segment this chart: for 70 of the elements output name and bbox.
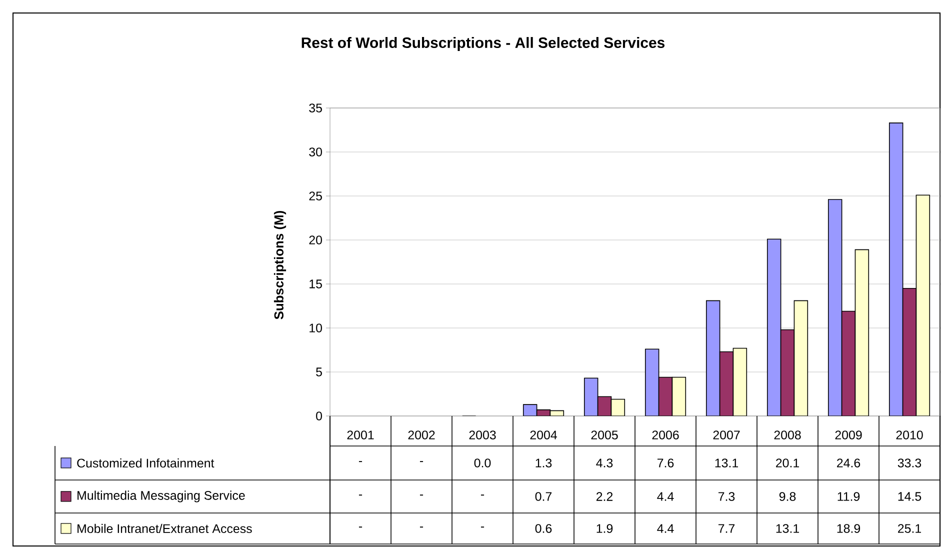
data-label: 4.4 — [657, 492, 674, 501]
legend-label: Mobile Intranet/Extranet Access — [78, 524, 252, 534]
bar — [794, 300, 808, 416]
bar — [888, 122, 904, 416]
data-label: 0.0 — [474, 458, 491, 468]
legend-label: Multimedia Messaging Service — [78, 490, 245, 502]
x-tick-label: 2008 — [774, 430, 801, 440]
y-tick-label: 30 — [309, 148, 322, 156]
bar — [644, 348, 660, 416]
data-label: 1.9 — [596, 524, 613, 533]
bar — [672, 376, 686, 416]
data-label: 2.2 — [596, 492, 613, 501]
text: - — [420, 494, 424, 496]
x-tick-label: 2010 — [896, 430, 923, 440]
y-tick-label: 25 — [309, 192, 322, 200]
y-tick-label: 20 — [309, 236, 322, 244]
bar — [658, 376, 673, 416]
text: - — [480, 494, 484, 496]
data-label: 4.3 — [596, 458, 613, 468]
x-tick-label: 2001 — [347, 430, 374, 440]
x-tick-label: 2003 — [469, 430, 496, 440]
text: - — [480, 526, 484, 528]
y-tick-label: 35 — [309, 104, 322, 112]
legend-label: Customized Infotainment — [77, 458, 214, 468]
data-label: 4.4 — [657, 524, 674, 533]
bar — [854, 249, 870, 416]
chart-title: Rest of World Subscriptions - All Selected Services — [302, 37, 665, 51]
bar — [719, 351, 734, 416]
y-tick-label: 0 — [316, 412, 322, 420]
bar — [584, 378, 598, 416]
y-tick-label: 10 — [310, 324, 322, 332]
bar — [828, 199, 842, 416]
data-label: 18.9 — [837, 524, 860, 533]
y-tick-label: 5 — [316, 368, 322, 376]
data-label: 25.1 — [898, 524, 922, 533]
x-tick-label: 2002 — [408, 430, 435, 440]
bar — [780, 329, 795, 416]
bar — [706, 300, 720, 416]
data-label: 7.3 — [718, 492, 735, 501]
data-label: 14.5 — [898, 492, 922, 501]
text: - — [358, 526, 362, 528]
text: - — [358, 461, 362, 462]
data-label: 7.7 — [718, 524, 735, 533]
bar — [597, 396, 612, 416]
bar — [766, 238, 782, 416]
bar — [902, 288, 917, 416]
x-tick-label: 2006 — [652, 430, 679, 440]
text: - — [420, 461, 424, 462]
bar — [732, 348, 748, 416]
data-label: 13.1 — [776, 524, 800, 533]
data-label: 24.6 — [837, 458, 860, 468]
data-label: 9.8 — [779, 492, 796, 501]
data-label: 0.6 — [535, 524, 552, 533]
bar — [916, 194, 930, 416]
x-tick-label: 2009 — [835, 430, 862, 440]
x-tick-label: 2007 — [713, 430, 740, 440]
text: - — [420, 526, 424, 528]
data-label: 0.7 — [535, 492, 552, 501]
data-label: 33.3 — [898, 458, 922, 468]
data-label: 20.1 — [776, 458, 800, 468]
y-axis-title: Subscriptions (M) — [274, 210, 286, 320]
y-tick-label: 15 — [310, 280, 322, 288]
text: - — [358, 494, 362, 496]
data-label: 7.6 — [657, 458, 674, 468]
data-label: 1.3 — [536, 458, 552, 468]
data-label: 11.9 — [838, 492, 860, 501]
data-label: 13.1 — [715, 458, 738, 468]
x-tick-label: 2005 — [591, 430, 618, 440]
x-tick-label: 2004 — [530, 430, 557, 440]
bar — [841, 310, 856, 416]
